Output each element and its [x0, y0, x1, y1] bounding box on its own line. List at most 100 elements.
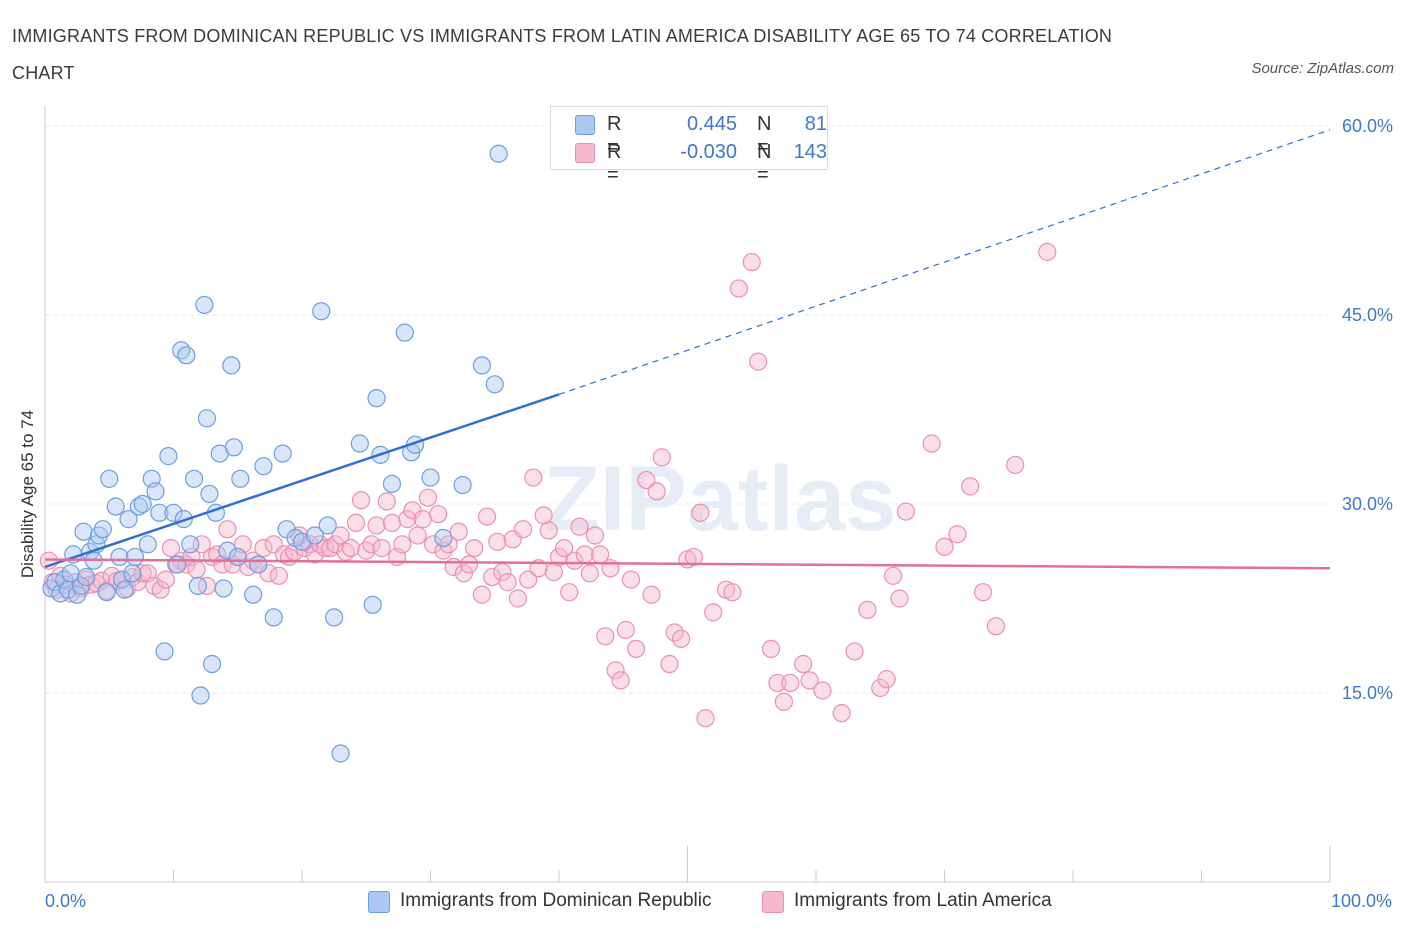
- point-latin-america: [637, 470, 656, 490]
- point-latin-america: [858, 600, 877, 619]
- chart-title: IMMIGRANTS FROM DOMINICAN REPUBLIC VS IM…: [12, 26, 1113, 83]
- legend-label: Immigrants from Latin America: [794, 890, 1052, 911]
- point-dominican-republic: [138, 535, 157, 554]
- point-dominican-republic: [485, 375, 504, 394]
- point-dominican-republic: [318, 516, 337, 535]
- point-dominican-republic: [331, 744, 350, 763]
- point-latin-america: [565, 551, 584, 570]
- point-dominican-republic: [71, 576, 91, 596]
- point-latin-america: [372, 538, 391, 558]
- point-dominican-republic: [133, 494, 152, 514]
- point-latin-america: [768, 673, 787, 693]
- point-latin-america: [549, 547, 569, 567]
- point-dominican-republic: [218, 541, 237, 560]
- point-latin-america: [352, 491, 371, 510]
- trend-line-dominican-extended: [558, 129, 1331, 395]
- point-latin-america: [781, 673, 800, 693]
- series-latin-america: [39, 242, 1057, 728]
- point-dominican-republic: [181, 535, 200, 554]
- point-dominican-republic: [68, 585, 87, 604]
- legend-r-label: R =: [607, 113, 622, 158]
- point-dominican-republic: [264, 608, 283, 627]
- axes: [44, 106, 1331, 883]
- y-axis-label: Disability Age 65 to 74: [18, 410, 37, 578]
- point-latin-america: [382, 513, 402, 533]
- point-dominican-republic: [222, 356, 241, 375]
- point-latin-america: [367, 516, 386, 535]
- point-latin-america: [413, 510, 432, 529]
- point-latin-america: [611, 671, 630, 690]
- stats-legend: R = 0.445 N = 81 R = -0.030 N = 143: [550, 106, 828, 186]
- point-latin-america: [513, 520, 533, 539]
- point-latin-america: [647, 482, 666, 501]
- point-latin-america: [393, 535, 412, 554]
- point-latin-america: [660, 654, 679, 674]
- point-latin-america: [1006, 455, 1025, 475]
- point-latin-america: [362, 535, 381, 554]
- point-latin-america: [883, 566, 903, 585]
- y-tick-label: 15.0%: [1342, 683, 1393, 703]
- point-dominican-republic: [228, 547, 247, 567]
- point-dominican-republic: [125, 547, 145, 567]
- point-latin-america: [488, 532, 507, 551]
- point-latin-america: [845, 642, 864, 661]
- point-dominican-republic: [325, 608, 344, 627]
- legend-swatch-blue: [368, 891, 390, 913]
- point-latin-america: [519, 570, 538, 589]
- point-dominican-republic: [61, 564, 80, 583]
- point-latin-america: [341, 538, 360, 558]
- legend-swatch-pink: [575, 143, 595, 163]
- point-dominican-republic: [115, 580, 134, 599]
- point-dominican-republic: [224, 438, 243, 457]
- point-dominican-republic: [395, 323, 414, 342]
- point-dominican-republic: [244, 585, 263, 604]
- point-latin-america: [585, 526, 605, 545]
- point-latin-america: [477, 507, 497, 526]
- watermark: ZIPatlas: [544, 448, 897, 550]
- point-latin-america: [418, 488, 438, 507]
- point-latin-america: [986, 617, 1006, 636]
- point-dominican-republic: [363, 595, 382, 614]
- source-label: Source: ZipAtlas.com: [1251, 60, 1394, 77]
- point-latin-america: [749, 352, 768, 371]
- point-latin-america: [254, 538, 273, 558]
- point-dominican-republic: [254, 457, 273, 476]
- point-dominican-republic: [434, 528, 453, 548]
- point-dominican-republic: [184, 469, 204, 488]
- point-latin-america: [877, 670, 896, 689]
- point-latin-america: [133, 564, 152, 583]
- point-latin-america: [890, 589, 909, 608]
- legend-n-value: 143: [793, 141, 827, 163]
- point-latin-america: [398, 510, 417, 529]
- point-latin-america: [684, 547, 704, 567]
- point-dominican-republic: [100, 469, 119, 488]
- trend-line-dominican: [44, 393, 560, 569]
- point-dominican-republic: [123, 564, 142, 583]
- point-latin-america: [922, 434, 941, 453]
- point-dominican-republic: [382, 474, 402, 493]
- point-latin-america: [948, 525, 967, 544]
- point-dominican-republic: [350, 434, 369, 453]
- point-latin-america: [626, 639, 646, 659]
- series-dominican-republic: [42, 144, 508, 763]
- point-dominican-republic: [74, 522, 93, 541]
- point-latin-america: [459, 555, 479, 574]
- point-dominican-republic: [106, 497, 125, 516]
- point-latin-america: [429, 504, 448, 524]
- point-dominican-republic: [367, 389, 386, 408]
- x-tick-label-max: 100.0%: [1331, 891, 1392, 911]
- point-dominican-republic: [119, 510, 138, 529]
- point-latin-america: [331, 526, 350, 545]
- legend-swatch-pink: [762, 891, 784, 913]
- point-latin-america: [973, 583, 993, 602]
- point-latin-america: [935, 537, 954, 556]
- point-latin-america: [408, 526, 427, 545]
- point-latin-america: [832, 704, 851, 723]
- point-latin-america: [187, 560, 206, 579]
- point-dominican-republic: [77, 567, 96, 587]
- point-dominican-republic: [197, 409, 217, 428]
- point-dominican-republic: [172, 341, 191, 360]
- point-dominican-republic: [191, 686, 210, 705]
- point-dominican-republic: [110, 547, 129, 567]
- point-dominican-republic: [177, 346, 196, 365]
